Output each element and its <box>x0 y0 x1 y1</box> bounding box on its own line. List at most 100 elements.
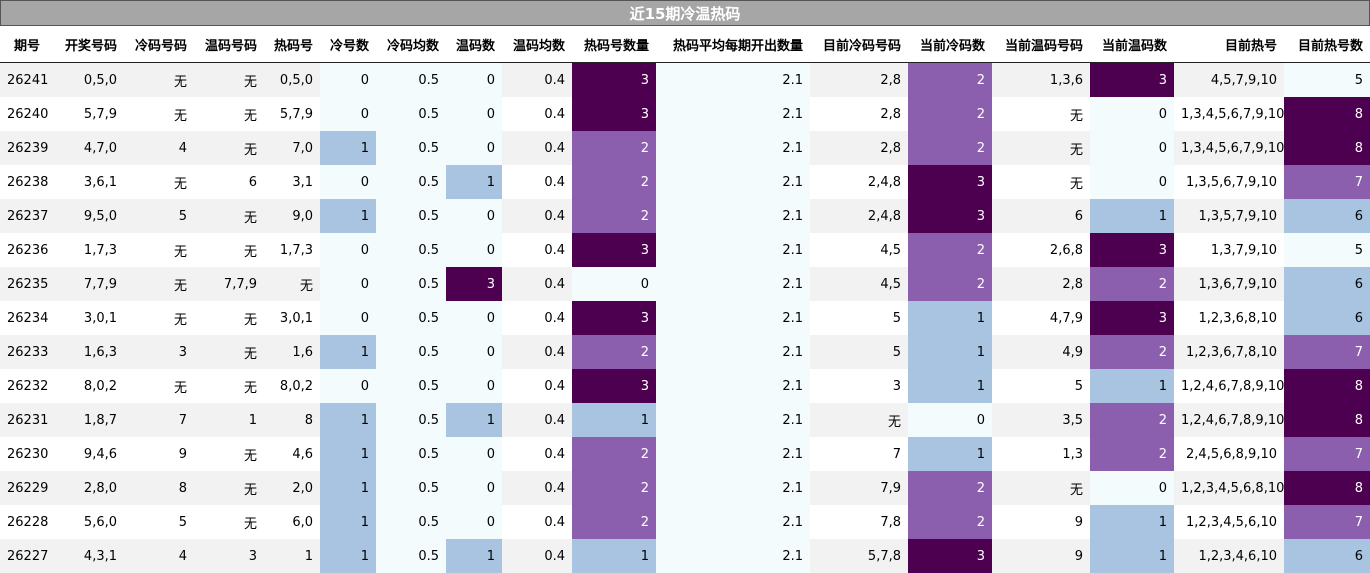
table-cell: 1,8,7 <box>54 403 124 437</box>
table-cell: 2 <box>572 131 656 165</box>
table-cell: 3 <box>908 199 992 233</box>
table-cell: 0.4 <box>502 403 572 437</box>
table-cell: 0 <box>446 97 502 131</box>
column-header: 当前温码号码 <box>992 26 1090 63</box>
table-cell: 1 <box>320 539 376 573</box>
table-cell: 2,8 <box>810 97 908 131</box>
table-cell: 2.1 <box>656 233 810 267</box>
table-cell: 26230 <box>0 437 54 471</box>
table-cell: 0.4 <box>502 131 572 165</box>
table-cell: 2.1 <box>656 471 810 505</box>
table-cell: 8,0,2 <box>264 369 320 403</box>
column-header: 温码数 <box>446 26 502 63</box>
table-cell: 无 <box>992 471 1090 505</box>
table-cell: 2,4,8 <box>810 199 908 233</box>
table-cell: 2,8,0 <box>54 471 124 505</box>
table-cell: 3 <box>124 335 194 369</box>
table-cell: 3,5 <box>992 403 1090 437</box>
table-cell: 1,7,3 <box>264 233 320 267</box>
table-cell: 0.5 <box>376 233 446 267</box>
table-cell: 5 <box>1284 63 1370 98</box>
table-cell: 无 <box>810 403 908 437</box>
table-cell: 3 <box>572 233 656 267</box>
table-cell: 1,3 <box>992 437 1090 471</box>
table-cell: 0.4 <box>502 539 572 573</box>
table-cell: 6 <box>1284 301 1370 335</box>
table-cell: 6,0 <box>264 505 320 539</box>
table-cell: 4,3,1 <box>54 539 124 573</box>
table-cell: 0,5,0 <box>54 63 124 98</box>
table-cell: 2 <box>572 335 656 369</box>
table-cell: 无 <box>124 267 194 301</box>
table-cell: 2,4,8 <box>810 165 908 199</box>
table-cell: 0.5 <box>376 165 446 199</box>
table-cell: 2 <box>572 471 656 505</box>
table-cell: 1 <box>446 403 502 437</box>
table-cell: 0 <box>320 97 376 131</box>
table-cell: 2.1 <box>656 403 810 437</box>
table-cell: 26228 <box>0 505 54 539</box>
table-cell: 2,4,5,6,8,9,10 <box>1174 437 1284 471</box>
table-cell: 7,7,9 <box>54 267 124 301</box>
table-cell: 0,5,0 <box>264 63 320 98</box>
table-cell: 0.5 <box>376 301 446 335</box>
table-cell: 2,0 <box>264 471 320 505</box>
table-cell: 2.1 <box>656 505 810 539</box>
table-cell: 无 <box>124 165 194 199</box>
table-cell: 3,0,1 <box>54 301 124 335</box>
table-cell: 5 <box>124 199 194 233</box>
table-cell: 无 <box>992 97 1090 131</box>
table-cell: 5 <box>124 505 194 539</box>
table-cell: 1,2,3,4,5,6,8,10 <box>1174 471 1284 505</box>
table-cell: 0 <box>446 335 502 369</box>
cold-warm-hot-table: 期号开奖号码冷码号码温码号码热码号冷号数冷码均数温码数温码均数热码号数量热码平均… <box>0 26 1370 573</box>
table-cell: 1,3,5,7,9,10 <box>1174 199 1284 233</box>
table-cell: 0.5 <box>376 403 446 437</box>
table-cell: 5,7,8 <box>810 539 908 573</box>
table-cell: 1,2,4,6,7,8,9,10 <box>1174 369 1284 403</box>
table-cell: 1,3,5,6,7,9,10 <box>1174 165 1284 199</box>
table-cell: 3,6,1 <box>54 165 124 199</box>
table-cell: 0.4 <box>502 267 572 301</box>
table-cell: 8 <box>1284 471 1370 505</box>
table-cell: 无 <box>124 97 194 131</box>
table-cell: 3 <box>1090 233 1174 267</box>
column-header: 当前冷码数 <box>908 26 992 63</box>
table-cell: 3 <box>1090 301 1174 335</box>
table-cell: 0.5 <box>376 199 446 233</box>
table-cell: 0 <box>320 233 376 267</box>
table-cell: 2 <box>572 437 656 471</box>
table-cell: 26238 <box>0 165 54 199</box>
table-cell: 8 <box>1284 97 1370 131</box>
table-cell: 0 <box>1090 131 1174 165</box>
table-cell: 2.1 <box>656 63 810 98</box>
table-cell: 5,7,9 <box>54 97 124 131</box>
table-cell: 26239 <box>0 131 54 165</box>
table-cell: 2 <box>908 63 992 98</box>
table-cell: 0.4 <box>502 505 572 539</box>
table-cell: 2,8 <box>992 267 1090 301</box>
table-cell: 1 <box>446 539 502 573</box>
table-cell: 2 <box>1090 267 1174 301</box>
table-cell: 0 <box>446 505 502 539</box>
table-cell: 26232 <box>0 369 54 403</box>
table-cell: 1,3,6,7,9,10 <box>1174 267 1284 301</box>
table-cell: 无 <box>992 165 1090 199</box>
table-cell: 2.1 <box>656 369 810 403</box>
table-cell: 4,5 <box>810 267 908 301</box>
table-cell: 1,2,3,6,8,10 <box>1174 301 1284 335</box>
table-cell: 3 <box>572 63 656 98</box>
table-title: 近15期冷温热码 <box>0 0 1370 26</box>
table-cell: 26231 <box>0 403 54 437</box>
table-cell: 26233 <box>0 335 54 369</box>
table-cell: 1,2,4,6,7,8,9,10 <box>1174 403 1284 437</box>
table-cell: 无 <box>124 233 194 267</box>
